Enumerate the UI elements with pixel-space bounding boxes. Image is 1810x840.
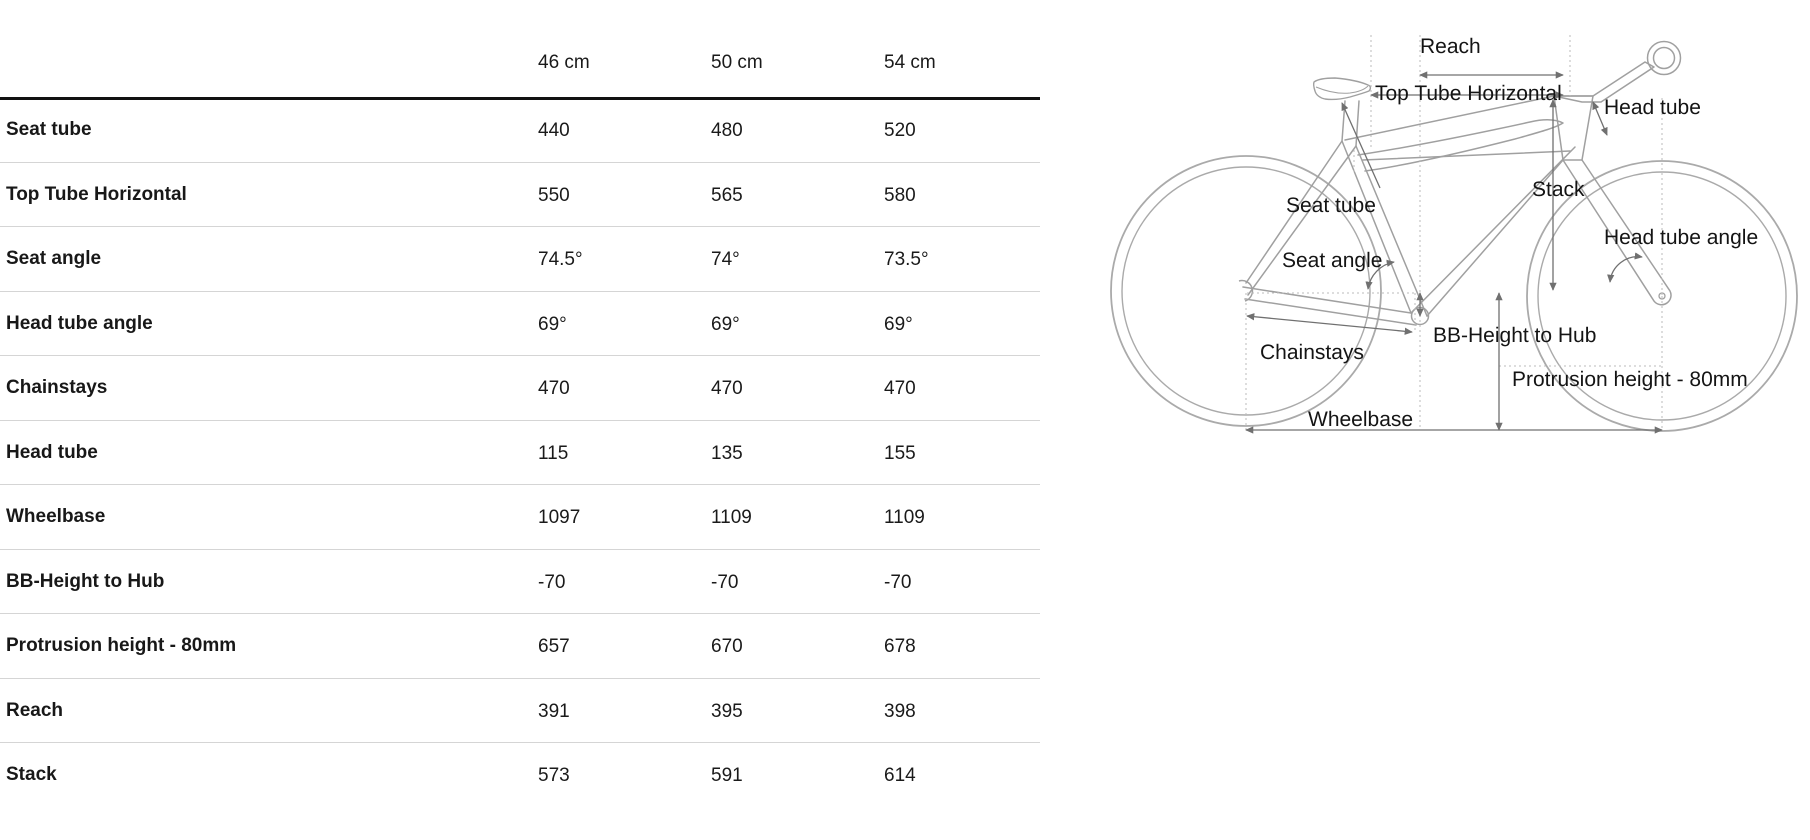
svg-text:Head tube angle: Head tube angle xyxy=(1604,226,1758,249)
svg-text:Chainstays: Chainstays xyxy=(1260,341,1364,364)
svg-text:BB-Height to Hub: BB-Height to Hub xyxy=(1433,324,1596,347)
svg-text:Stack: Stack xyxy=(1532,178,1585,201)
svg-text:Top Tube Horizontal: Top Tube Horizontal xyxy=(1375,82,1562,105)
svg-text:Head tube: Head tube xyxy=(1604,96,1701,119)
svg-text:Seat angle: Seat angle xyxy=(1282,249,1382,272)
svg-text:Protrusion height - 80mm: Protrusion height - 80mm xyxy=(1512,368,1748,391)
svg-text:Seat tube: Seat tube xyxy=(1286,194,1376,217)
svg-text:Reach: Reach xyxy=(1420,35,1481,58)
svg-text:Wheelbase: Wheelbase xyxy=(1308,408,1413,431)
